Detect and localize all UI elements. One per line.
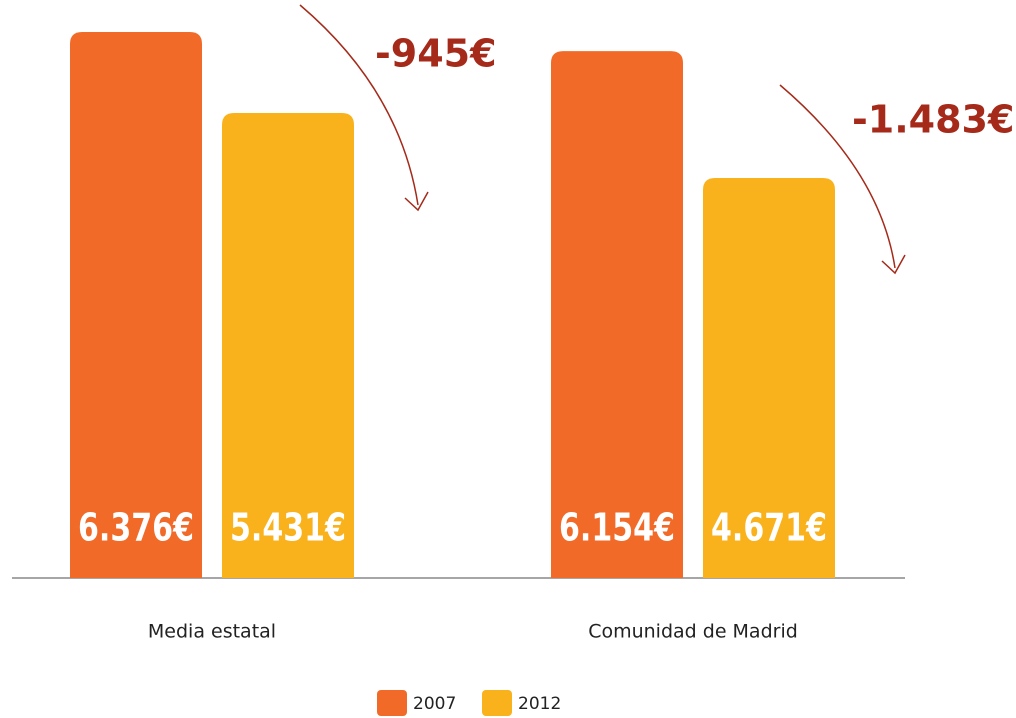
arrow — [299, 4, 419, 206]
annotation: -945€ — [375, 32, 497, 76]
value-label: 6.376€ — [78, 506, 194, 550]
value-label: 6.154€ — [559, 506, 675, 550]
bar — [222, 112, 354, 578]
legend-label: 2007 — [413, 694, 456, 714]
value-label: 4.671€ — [711, 506, 827, 550]
legend-swatch — [482, 690, 512, 716]
x-tick-label: Comunidad de Madrid — [588, 621, 798, 643]
arrow — [779, 84, 896, 269]
legend-swatch — [377, 690, 407, 716]
arrowhead — [881, 254, 906, 275]
value-label: 5.431€ — [230, 506, 346, 550]
legend-label: 2012 — [518, 694, 561, 714]
bar — [703, 178, 835, 578]
bar — [551, 51, 683, 579]
bar — [70, 32, 202, 579]
annotation: -1.483€ — [852, 98, 1014, 142]
x-tick-label: Media estatal — [148, 621, 276, 643]
arrowhead — [404, 191, 429, 212]
